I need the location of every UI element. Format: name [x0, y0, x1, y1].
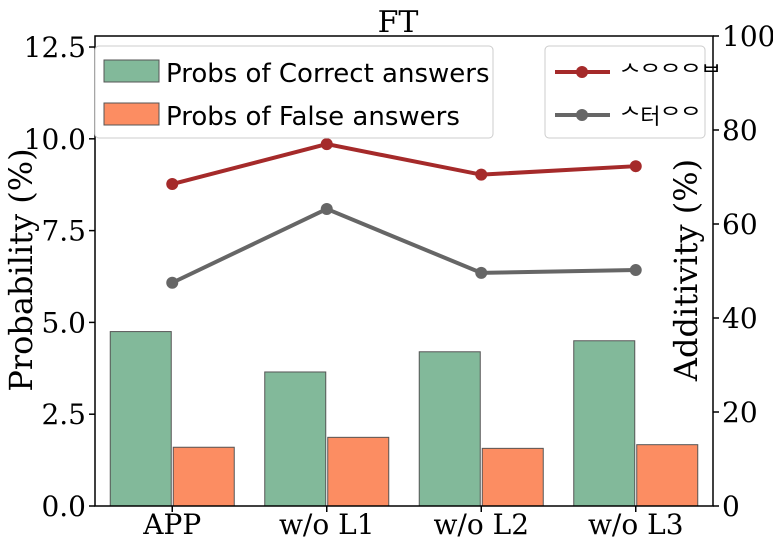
line-legend: ᄉᄋᄋᄋᄇ ᄉ터ᄋᄋ — [544, 45, 721, 139]
line-point-1-2 — [475, 266, 488, 279]
line-series-1 — [171, 206, 636, 285]
line-point-0-2 — [475, 168, 488, 181]
y2-tick-label-0: 0 — [722, 490, 740, 523]
bar-false-2 — [481, 447, 544, 507]
bar-correct-0 — [109, 331, 172, 507]
y-tick-label-4: 10.0 — [24, 123, 86, 156]
y2-tick-label-1: 20 — [722, 396, 758, 429]
bar-correct-2 — [418, 351, 481, 507]
bar-legend-frame — [94, 45, 494, 139]
x-tick-label-3: w/o L3 — [588, 508, 684, 541]
bar-legend: Probs of Correct answers Probs of False a… — [94, 45, 494, 139]
bar-false-1 — [327, 436, 390, 507]
y2-tick-label-5: 100 — [722, 20, 773, 53]
y-tick-label-5: 12.5 — [24, 31, 86, 64]
line-point-1-3 — [629, 264, 642, 277]
lines-group — [166, 138, 642, 289]
y2-tick-label-4: 80 — [722, 114, 758, 147]
line-legend-marker-0 — [576, 66, 588, 78]
line-legend-label-1: ᄉ터ᄋᄋ — [620, 105, 701, 130]
y-tick-label-0: 0.0 — [41, 490, 86, 523]
plot-frame — [94, 35, 714, 507]
x-tick-label-0: APP — [142, 508, 201, 541]
bar-legend-label-0: Probs of Correct answers — [166, 59, 490, 89]
bar-false-0 — [172, 446, 235, 507]
y2-tick-label-3: 60 — [722, 208, 758, 241]
bar-correct-3 — [573, 340, 636, 507]
y-tick-label-2: 5.0 — [41, 306, 86, 339]
chart-title: FT — [378, 5, 419, 40]
y-tick-label-3: 7.5 — [41, 215, 86, 248]
x-tick-label-1: w/o L1 — [279, 508, 375, 541]
line-point-0-1 — [320, 138, 333, 151]
bar-false-3 — [636, 444, 699, 507]
line-point-1-0 — [166, 276, 179, 289]
y-tick-label-1: 2.5 — [41, 398, 86, 431]
bars-group — [109, 331, 699, 507]
bar-legend-swatch-0 — [103, 59, 160, 83]
bar-correct-1 — [264, 371, 327, 507]
y2-tick-label-2: 40 — [722, 302, 758, 335]
y2-axis-label: Additivity (%) — [667, 159, 705, 382]
bar-legend-swatch-1 — [103, 102, 160, 126]
line-series-0 — [171, 142, 636, 186]
bar-legend-label-1: Probs of False answers — [166, 102, 460, 132]
line-legend-label-0: ᄉᄋᄋᄋᄇ — [620, 62, 721, 87]
line-point-1-1 — [320, 202, 333, 215]
y-axis-label: Probability (%) — [2, 148, 40, 391]
line-point-0-3 — [629, 160, 642, 173]
axes-group: 0.0 2.5 5.0 7.5 10.0 12.5 0 20 40 60 80 100 APP w/o L… — [24, 20, 773, 541]
line-legend-marker-1 — [576, 109, 588, 121]
x-tick-label-2: w/o L2 — [433, 508, 529, 541]
line-point-0-0 — [166, 178, 179, 191]
